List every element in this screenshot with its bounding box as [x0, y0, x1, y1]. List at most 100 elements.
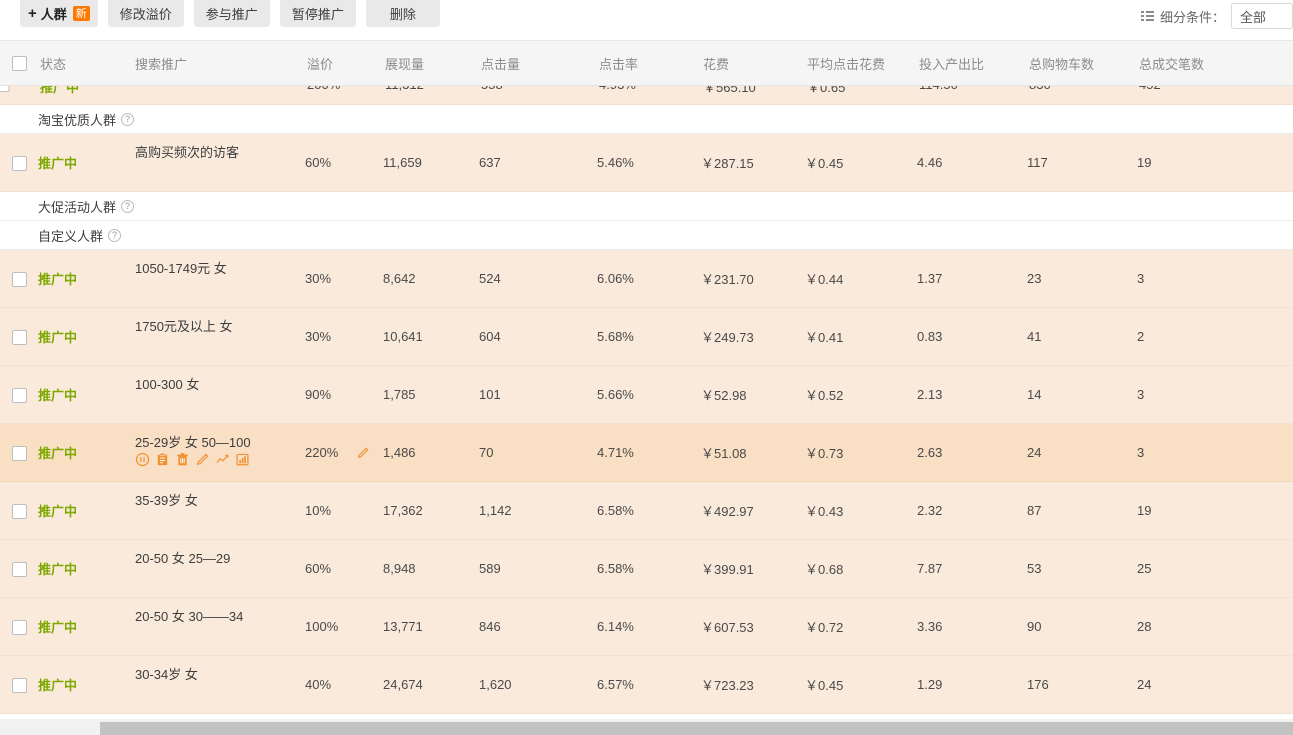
cell-clicks: 101 — [479, 365, 597, 424]
cell-value: 8,642 — [383, 271, 416, 286]
cell-name: 25-29岁 女 50—100 — [133, 423, 305, 482]
cell-checkbox — [0, 481, 38, 540]
trend-chart-icon[interactable] — [215, 452, 230, 467]
toolbar-button-3[interactable]: 暂停推广 — [279, 0, 356, 27]
cell-cost: ￥249.73 — [701, 307, 805, 366]
toolbar-button-2[interactable]: 参与推广 — [193, 0, 270, 27]
pencil-icon[interactable] — [195, 452, 210, 467]
cell-roi: 2.63 — [917, 423, 1027, 482]
group-header-label: 自定义人群 — [38, 228, 104, 244]
help-icon[interactable]: ? — [121, 199, 135, 213]
cell-clicks: 1,142 — [479, 481, 597, 540]
cell-carts: 41 — [1027, 307, 1137, 366]
select-all-checkbox[interactable] — [11, 56, 27, 72]
group-header-row: 大促活动人群? — [0, 191, 1293, 221]
row-checkbox[interactable] — [11, 329, 27, 345]
cell-cpc: ￥0.45 — [805, 133, 917, 192]
help-icon[interactable]: ? — [121, 112, 135, 126]
table-row[interactable]: 推广中 1050-1749元 女 30% 8,642 524 6.06% ￥231.70 ￥0… — [0, 249, 1293, 308]
column-header-deals[interactable]: 总成交笔数 — [1137, 40, 1293, 86]
row-checkbox[interactable] — [11, 445, 27, 461]
cell-value: ￥0.43 — [805, 504, 844, 519]
table-row[interactable]: 推广中 1750元及以上 女 30% 10,641 604 5.68% ￥249.73 ￥0.… — [0, 307, 1293, 366]
cell-state: 推广中 — [38, 85, 133, 105]
column-header-roi[interactable]: 投入产出比 — [917, 40, 1027, 86]
cell-value: ￥565.10 — [703, 86, 756, 95]
cell-value: ￥723.23 — [701, 678, 754, 693]
report-icon[interactable] — [235, 452, 250, 467]
bid-value: 100% — [305, 619, 339, 634]
data-table-scroll-container[interactable]: 状态 搜索推广 溢价 展现量 点击量 点击率 花费 平均点击花费 投入产出比 总购物车数 总成交笔数… — [0, 40, 1293, 719]
row-checkbox[interactable] — [11, 677, 27, 693]
horizontal-scrollbar-thumb[interactable] — [100, 722, 1293, 735]
table-body: 推广中 200% 11,312 558 4.93% ￥565.10 ￥0.65 114.50 8… — [0, 85, 1293, 714]
status-badge: 推广中 — [38, 446, 78, 461]
table-row[interactable]: 推广中 35-39岁 女 10% 17,362 1,142 6.58% ￥492.97 ￥0.… — [0, 481, 1293, 540]
trash-icon[interactable] — [175, 452, 190, 467]
cell-state: 推广中 — [38, 133, 133, 192]
row-checkbox[interactable] — [11, 271, 27, 287]
table-row[interactable]: 推广中 20-50 女 25—29 60% 8,948 589 6.58% ￥399.91 ￥… — [0, 539, 1293, 598]
toolbar-button-1[interactable]: 修改溢价 — [107, 0, 184, 27]
cell-name: 1750元及以上 女 — [133, 307, 305, 366]
edit-bid-pencil-icon[interactable] — [356, 446, 370, 460]
pause-icon[interactable] — [135, 452, 150, 467]
row-checkbox[interactable] — [11, 619, 27, 635]
cell-ctr: 5.68% — [597, 307, 701, 366]
column-header-label: 花费 — [703, 56, 730, 72]
row-checkbox[interactable] — [11, 387, 27, 403]
cell-bid: 60% — [305, 133, 383, 192]
toolbar-button-4[interactable]: 删除 — [365, 0, 440, 27]
row-checkbox[interactable] — [11, 561, 27, 577]
column-header-ctr[interactable]: 点击率 — [597, 40, 701, 86]
cell-cpc: ￥0.68 — [805, 539, 917, 598]
filter-select[interactable]: 全部 — [1231, 3, 1293, 29]
column-header-clicks[interactable]: 点击量 — [479, 40, 597, 86]
cell-roi: 1.37 — [917, 249, 1027, 308]
cell-cost: ￥287.15 — [701, 133, 805, 192]
row-checkbox[interactable] — [0, 86, 10, 92]
bid-value: 90% — [305, 387, 332, 402]
column-header-state[interactable]: 状态 — [38, 40, 133, 86]
table-row[interactable]: 推广中 25-29岁 女 50—100 220% 1,486 70 4.71% ￥51.08… — [0, 423, 1293, 482]
table-row[interactable]: 推广中 100-300 女 90% 1,785 101 5.66% ￥52.98 ￥0.52 2… — [0, 365, 1293, 424]
cell-carts: 90 — [1027, 597, 1137, 656]
column-header-impressions[interactable]: 展现量 — [383, 40, 479, 86]
row-checkbox[interactable] — [11, 155, 27, 171]
cell-roi: 114.50 — [917, 85, 1027, 105]
column-header-cpc[interactable]: 平均点击花费 — [805, 40, 917, 86]
cell-value: 6.57% — [597, 677, 634, 692]
cell-impressions: 17,362 — [383, 481, 479, 540]
cell-value: 23 — [1027, 271, 1042, 286]
cell-carts: 24 — [1027, 423, 1137, 482]
table-row[interactable]: 推广中 30-34岁 女 40% 24,674 1,620 6.57% ￥723.23 ￥0.… — [0, 655, 1293, 714]
column-header-name[interactable]: 搜索推广 — [133, 40, 305, 86]
cell-value: 1,486 — [383, 445, 416, 460]
cell-impressions: 24,674 — [383, 655, 479, 714]
clipboard-icon[interactable] — [155, 452, 170, 467]
cell-value: ￥51.08 — [701, 446, 747, 461]
row-checkbox[interactable] — [11, 503, 27, 519]
column-header-cost[interactable]: 花费 — [701, 40, 805, 86]
status-badge: 推广中 — [38, 388, 78, 403]
column-header-carts[interactable]: 总购物车数 — [1027, 40, 1137, 86]
cell-value: 2 — [1137, 329, 1145, 344]
status-badge: 推广中 — [38, 620, 78, 635]
table-row[interactable]: 推广中 20-50 女 30——34 100% 13,771 846 6.14% ￥607.… — [0, 597, 1293, 656]
column-header-bid[interactable]: 溢价 — [305, 40, 383, 86]
group-header-row: 淘宝优质人群? — [0, 104, 1293, 134]
help-icon[interactable]: ? — [108, 228, 122, 242]
cell-cost: ￥52.98 — [701, 365, 805, 424]
cell-value: 推广中 — [40, 86, 80, 95]
table-row[interactable]: 推广中 高购买频次的访客 60% 11,659 637 5.46% ￥287.15 ￥0.45… — [0, 133, 1293, 192]
table-row-clipped[interactable]: 推广中 200% 11,312 558 4.93% ￥565.10 ￥0.65 114.50 8… — [0, 85, 1293, 105]
cell-value: ￥607.53 — [701, 620, 754, 635]
cell-value: 1.29 — [917, 677, 943, 692]
toolbar-button-0[interactable]: + 人群新 — [20, 0, 98, 27]
audience-name: 30-34岁 女 — [135, 667, 198, 682]
cell-value: 24,674 — [383, 677, 423, 692]
audience-name: 1050-1749元 女 — [135, 261, 227, 276]
cell-value: 558 — [481, 86, 503, 92]
horizontal-scrollbar[interactable] — [0, 722, 1293, 735]
column-header-label: 平均点击花费 — [807, 56, 886, 72]
